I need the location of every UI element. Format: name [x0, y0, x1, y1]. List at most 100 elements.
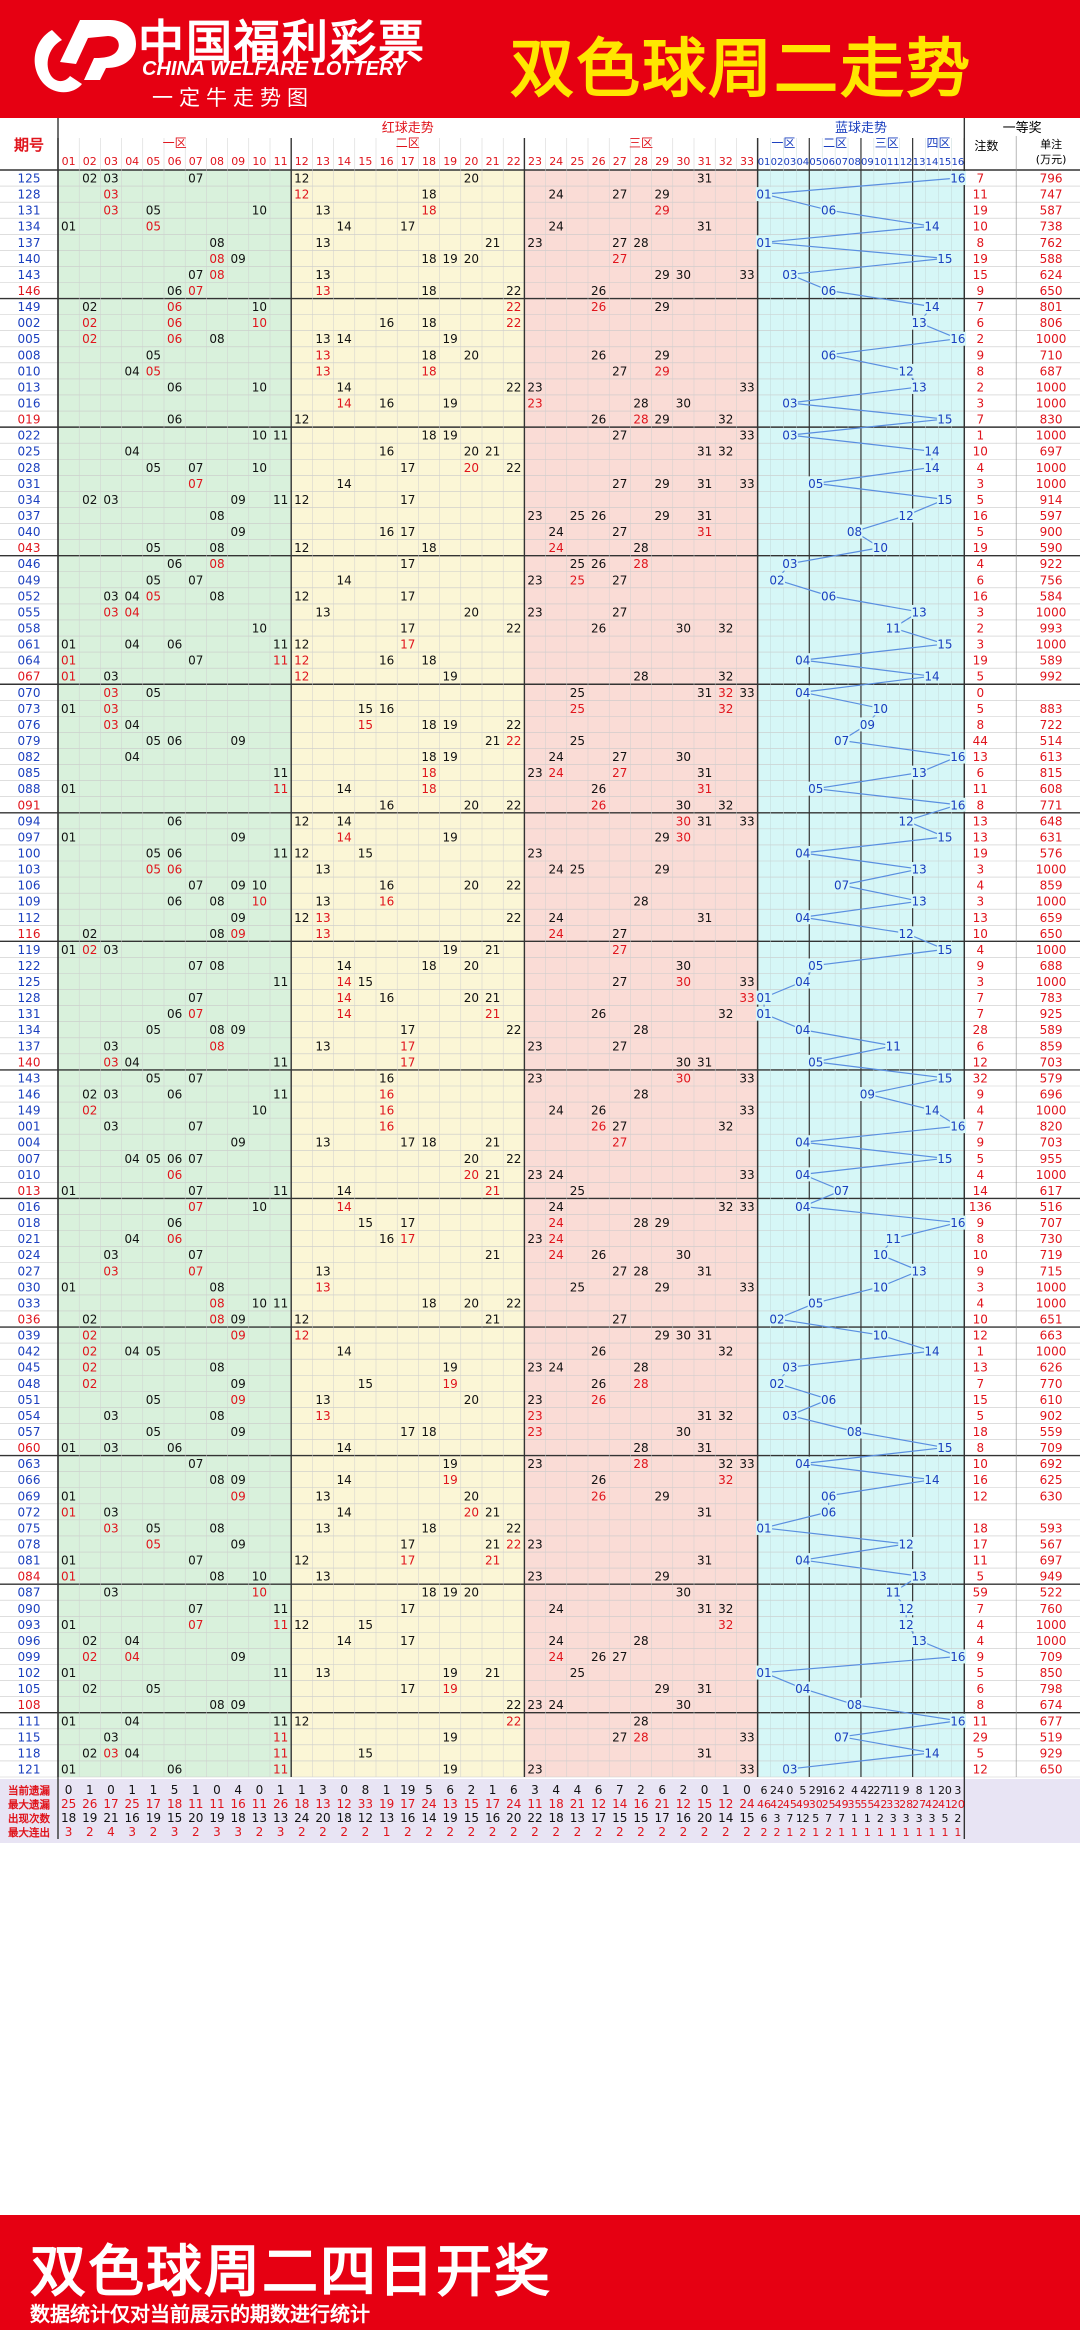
red-ball: 06	[167, 557, 182, 571]
red-ball: 10	[252, 429, 267, 443]
stat-blue-value: 1	[954, 1826, 961, 1839]
stat-red-value: 26	[273, 1797, 288, 1811]
stat-red-value: 0	[256, 1783, 264, 1797]
red-ball: 09	[231, 1377, 246, 1391]
stat-red-value: 4	[574, 1783, 582, 1797]
stat-red-value: 1	[150, 1783, 158, 1797]
blue-ball: 10	[873, 702, 888, 716]
red-ball: 31	[697, 477, 712, 491]
red-ball: 13	[315, 911, 330, 925]
red-ball: 20	[464, 348, 479, 362]
red-ball: 33	[739, 991, 754, 1005]
blue-ball-background	[911, 315, 928, 330]
stat-red-value: 2	[574, 1825, 582, 1839]
blue-ball-background	[794, 1681, 811, 1696]
red-number-header: 09	[231, 155, 245, 168]
red-ball: 10	[252, 895, 267, 909]
blue-ball-background	[949, 1713, 966, 1728]
red-ball: 18	[421, 284, 436, 298]
red-number-header: 23	[528, 155, 542, 168]
prize-amount: 762	[1040, 236, 1063, 250]
prize-amount: 593	[1040, 1521, 1063, 1535]
red-ball: 02	[82, 1329, 97, 1343]
red-ball: 02	[82, 1313, 97, 1327]
prize-count: 11	[973, 1554, 988, 1568]
red-number-header: 16	[380, 155, 394, 168]
red-ball: 05	[146, 541, 161, 555]
red-ball: 02	[82, 332, 97, 346]
prize-amount: 610	[1040, 1393, 1063, 1407]
issue-number: 099	[18, 1650, 41, 1664]
prize-count: 19	[973, 541, 988, 555]
red-number-header: 12	[295, 155, 309, 168]
red-ball: 24	[549, 1232, 564, 1246]
red-ball: 29	[655, 300, 670, 314]
issue-number: 079	[18, 734, 41, 748]
red-ball: 03	[103, 172, 118, 186]
stat-label: 当前遗漏	[8, 1784, 50, 1797]
red-ball: 18	[421, 766, 436, 780]
red-ball: 19	[443, 252, 458, 266]
stat-blue-value: 3	[773, 1812, 780, 1825]
red-ball: 13	[315, 895, 330, 909]
red-ball: 30	[676, 1055, 691, 1069]
issue-number: 048	[18, 1377, 41, 1391]
red-ball: 27	[612, 364, 627, 378]
issue-number: 024	[18, 1248, 41, 1262]
prize-count: 1	[976, 1345, 984, 1359]
stat-blue-value: 1	[929, 1826, 936, 1839]
issue-number: 072	[18, 1505, 41, 1519]
red-ball: 15	[358, 1377, 373, 1391]
issue-number: 131	[18, 204, 41, 218]
red-ball: 31	[697, 911, 712, 925]
blue-ball-background	[936, 942, 953, 957]
red-ball: 24	[549, 1698, 564, 1712]
red-ball: 18	[421, 541, 436, 555]
stat-red-value: 18	[549, 1797, 564, 1811]
red-ball: 29	[655, 204, 670, 218]
red-ball: 04	[125, 1055, 140, 1069]
red-number-header: 15	[358, 155, 372, 168]
stat-blue-value: 1	[812, 1826, 819, 1839]
stat-red-value: 1	[192, 1783, 200, 1797]
red-ball: 21	[485, 1168, 500, 1182]
red-ball: 05	[146, 846, 161, 860]
issue-number: 027	[18, 1264, 41, 1278]
issue-number: 061	[18, 638, 41, 652]
red-ball: 05	[146, 734, 161, 748]
red-number-header: 11	[274, 155, 288, 168]
prize-count: 10	[973, 445, 988, 459]
red-ball: 22	[506, 718, 521, 732]
red-ball: 19	[443, 1730, 458, 1744]
prize-count: 8	[976, 1698, 984, 1712]
stat-red-value: 18	[549, 1811, 564, 1825]
stat-red-value: 24	[739, 1797, 754, 1811]
red-ball: 12	[294, 413, 309, 427]
blue-ball-background	[846, 524, 863, 539]
stat-red-value: 2	[510, 1825, 518, 1839]
red-ball: 21	[485, 734, 500, 748]
blue-ball-background	[872, 1328, 889, 1343]
prize-amount: 631	[1040, 830, 1063, 844]
prize-count: 19	[973, 204, 988, 218]
blue-ball: 06	[821, 284, 836, 298]
blue-ball-background	[756, 1665, 773, 1680]
red-ball: 20	[464, 1296, 479, 1310]
prize-amount: 519	[1040, 1730, 1063, 1744]
red-ball: 23	[527, 1762, 542, 1776]
red-ball: 22	[506, 621, 521, 635]
red-ball: 27	[612, 766, 627, 780]
prize-count: 19	[973, 654, 988, 668]
red-ball: 06	[167, 846, 182, 860]
red-ball: 28	[633, 1264, 648, 1278]
red-ball: 19	[443, 1377, 458, 1391]
red-ball: 05	[146, 686, 161, 700]
red-ball: 27	[612, 1120, 627, 1134]
red-ball: 18	[421, 1521, 436, 1535]
red-ball: 03	[103, 718, 118, 732]
blue-ball-background	[924, 669, 941, 684]
red-ball: 17	[400, 1634, 415, 1648]
stat-red-value: 2	[362, 1825, 370, 1839]
red-ball: 30	[676, 830, 691, 844]
red-ball: 19	[443, 943, 458, 957]
